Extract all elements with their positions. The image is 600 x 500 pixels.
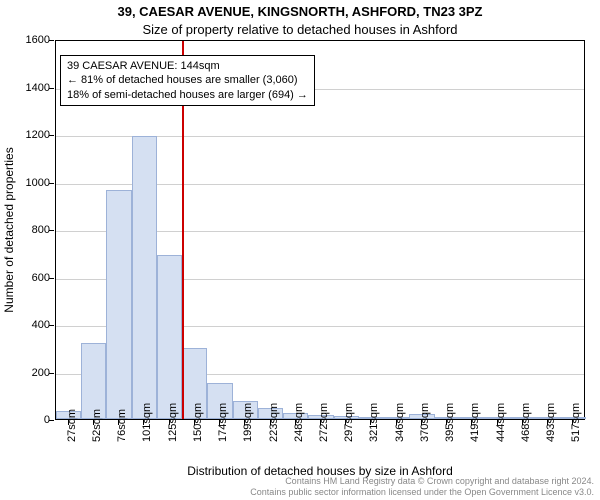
x-tick-label: 419sqm [469,436,481,442]
info-line-1: 39 CAESAR AVENUE: 144sqm [67,59,308,73]
histogram-bar [81,343,106,419]
x-tick-label: 321sqm [368,436,380,442]
x-tick-label: 101sqm [141,436,153,442]
x-tick-label: 370sqm [419,436,431,442]
x-tick-label: 517sqm [570,436,582,442]
x-tick-label: 395sqm [444,436,456,442]
y-tick-label: 1000 [10,177,50,189]
footer-line-1: Contains HM Land Registry data © Crown c… [250,476,594,487]
histogram-bar [106,190,131,419]
y-tick-label: 1200 [10,129,50,141]
x-tick-label: 297sqm [343,436,355,442]
histogram-bar [132,136,157,419]
chart-container: 39, CAESAR AVENUE, KINGSNORTH, ASHFORD, … [0,0,600,500]
footer-attribution: Contains HM Land Registry data © Crown c… [250,476,594,498]
x-tick-label: 493sqm [545,436,557,442]
x-tick-label: 174sqm [217,436,229,442]
chart-title-address: 39, CAESAR AVENUE, KINGSNORTH, ASHFORD, … [0,4,600,19]
y-tick-label: 200 [10,367,50,379]
x-tick-label: 223sqm [268,436,280,442]
info-line-2: ← 81% of detached houses are smaller (3,… [67,73,308,87]
x-tick-label: 199sqm [242,436,254,442]
x-tick-label: 52sqm [91,436,103,442]
x-tick-label: 468sqm [520,436,532,442]
info-line-3: 18% of semi-detached houses are larger (… [67,88,308,102]
y-tick-label: 0 [10,414,50,426]
y-tick-label: 800 [10,224,50,236]
y-tick-label: 1600 [10,34,50,46]
x-tick-label: 444sqm [495,436,507,442]
x-tick-label: 346sqm [394,436,406,442]
y-tick-label: 400 [10,319,50,331]
x-tick-label: 27sqm [66,436,78,442]
x-tick-label: 150sqm [192,436,204,442]
x-tick-label: 272sqm [318,436,330,442]
x-tick-label: 125sqm [167,436,179,442]
y-tick-label: 600 [10,272,50,284]
chart-subtitle: Size of property relative to detached ho… [0,22,600,37]
info-box: 39 CAESAR AVENUE: 144sqm ← 81% of detach… [60,55,315,106]
x-tick-label: 248sqm [293,436,305,442]
footer-line-2: Contains public sector information licen… [250,487,594,498]
y-tick-label: 1400 [10,82,50,94]
histogram-bar [157,255,182,419]
x-tick-label: 76sqm [116,436,128,442]
